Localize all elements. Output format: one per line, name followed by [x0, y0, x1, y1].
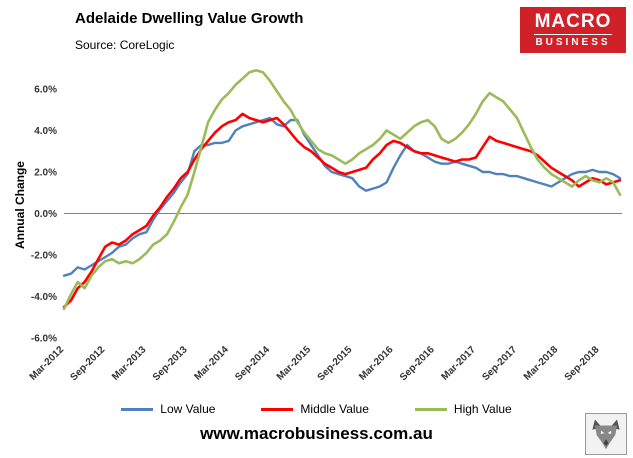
svg-text:Sep-2012: Sep-2012	[68, 344, 107, 383]
chart-title: Adelaide Dwelling Value Growth	[75, 10, 304, 27]
svg-text:Sep-2014: Sep-2014	[233, 344, 272, 383]
legend-swatch-low-value	[121, 407, 154, 411]
svg-text:2.0%: 2.0%	[34, 167, 57, 178]
chart-area: -6.0% -4.0% -2.0% 0.0% 2.0% 4.0% 6.0% Mar-2012 S…	[0, 58, 633, 404]
legend-item-middle-value: Middle Value	[261, 402, 369, 416]
macrobusiness-logo: MACRO BUSINESS	[520, 7, 626, 53]
svg-text:6.0%: 6.0%	[34, 84, 57, 95]
svg-text:Mar-2017: Mar-2017	[440, 344, 479, 383]
wolf-logo-icon	[585, 413, 627, 455]
legend-item-high-value: High Value	[414, 402, 512, 416]
legend-label-low-value: Low Value	[160, 402, 216, 416]
legend-label-high-value: High Value	[453, 402, 512, 416]
svg-text:Mar-2014: Mar-2014	[192, 344, 231, 383]
svg-text:0.0%: 0.0%	[34, 209, 57, 220]
svg-text:Sep-2016: Sep-2016	[398, 344, 437, 383]
svg-text:Mar-2013: Mar-2013	[110, 344, 149, 383]
legend-swatch-high-value	[414, 407, 447, 411]
svg-text:Sep-2017: Sep-2017	[480, 344, 519, 383]
svg-text:4.0%: 4.0%	[34, 126, 57, 137]
svg-text:Mar-2016: Mar-2016	[357, 344, 396, 383]
svg-text:Mar-2015: Mar-2015	[275, 344, 314, 383]
legend-swatch-middle-value	[261, 407, 294, 411]
svg-text:Sep-2015: Sep-2015	[316, 344, 355, 383]
logo-divider	[534, 34, 612, 35]
website-url: www.macrobusiness.com.au	[200, 424, 433, 443]
legend-label-middle-value: Middle Value	[300, 402, 369, 416]
legend: Low Value Middle Value High Value	[0, 402, 633, 416]
logo-text-business: BUSINESS	[535, 37, 611, 48]
svg-text:-4.0%: -4.0%	[31, 292, 57, 303]
svg-text:Sep-2018: Sep-2018	[563, 344, 602, 383]
svg-text:-2.0%: -2.0%	[31, 250, 57, 261]
wolf-logo-graphic	[592, 419, 620, 450]
logo-text-macro: MACRO	[534, 11, 612, 32]
svg-text:-6.0%: -6.0%	[31, 334, 57, 345]
legend-item-low-value: Low Value	[121, 402, 215, 416]
chart-source: Source: CoreLogic	[75, 38, 175, 52]
svg-text:Mar-2012: Mar-2012	[28, 344, 67, 383]
svg-text:Sep-2013: Sep-2013	[151, 344, 190, 383]
svg-text:Mar-2018: Mar-2018	[522, 344, 561, 383]
chart-svg: -6.0%-4.0%-2.0%0.0%2.0%4.0%6.0%Mar-2012 S…	[28, 69, 622, 383]
